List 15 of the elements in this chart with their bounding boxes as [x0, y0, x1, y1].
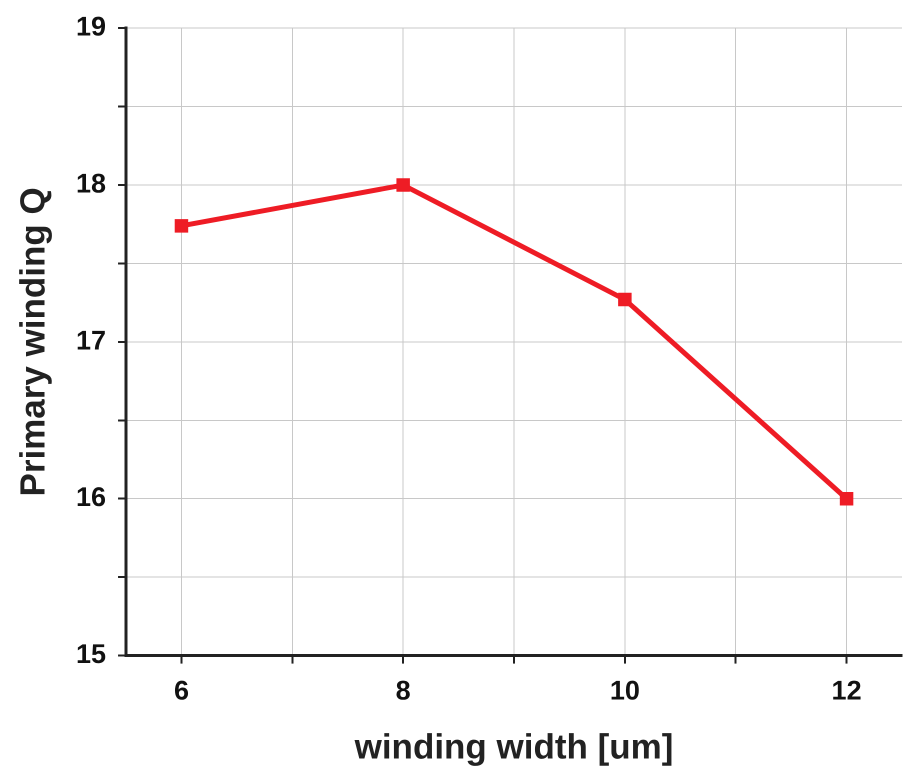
- point: [396, 178, 410, 192]
- y-tick-label: 18: [76, 168, 106, 199]
- y-tick-label: 15: [76, 639, 106, 670]
- point: [840, 492, 854, 506]
- point: [618, 292, 632, 306]
- x-tick-label: 10: [610, 675, 640, 706]
- x-tick-label: 8: [396, 675, 411, 706]
- y-tick-label: 16: [76, 482, 106, 512]
- y-tick-label: 19: [76, 12, 106, 42]
- x-tick-label: 12: [832, 675, 862, 706]
- y-tick-label: 17: [76, 325, 106, 356]
- x-axis-title: winding width [um]: [354, 728, 674, 767]
- point: [174, 219, 188, 233]
- x-tick-label: 6: [174, 675, 189, 706]
- y-axis-title: Primary winding Q: [14, 187, 53, 497]
